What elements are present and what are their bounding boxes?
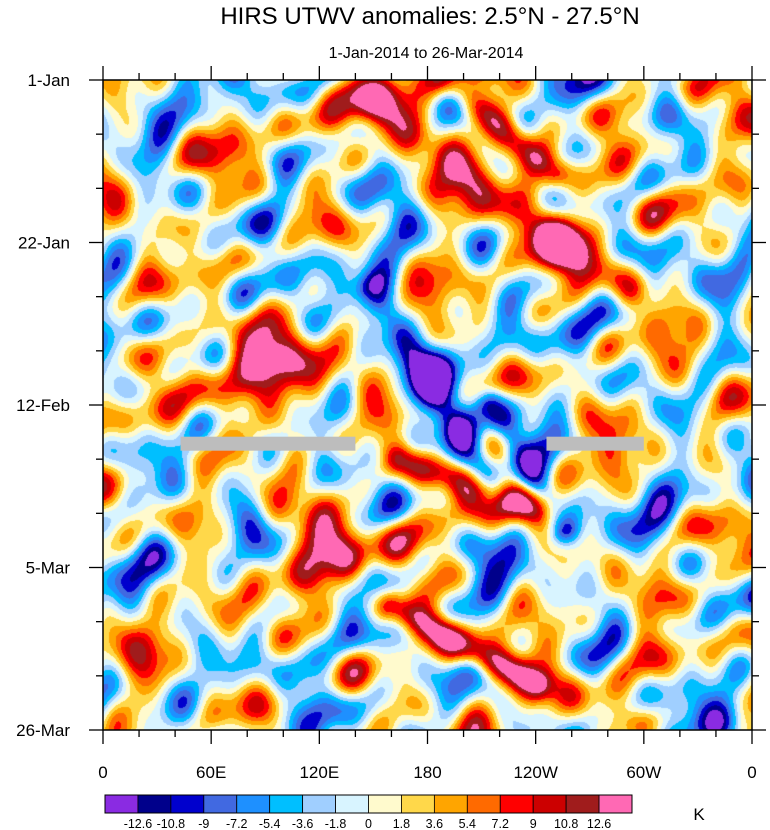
y-tick-label: 5-Mar [26, 559, 71, 578]
y-tick-label: 12-Feb [16, 396, 70, 415]
colorbar-level-label: -10.8 [157, 817, 186, 830]
x-tick-label: 0 [98, 763, 107, 782]
y-tick-label: 22-Jan [18, 234, 70, 253]
colorbar-swatch [368, 794, 402, 814]
y-tick-label: 1-Jan [27, 71, 70, 90]
colorbar-level-label: 0 [365, 817, 372, 830]
colorbar-swatch [170, 794, 205, 814]
colorbar-swatch [433, 794, 468, 814]
colorbar-level-label: 7.2 [492, 817, 509, 830]
y-axis: 1-Jan 22-Jan 12-Feb 5-Mar 26-Mar [16, 71, 766, 740]
colorbar-swatch [532, 794, 567, 814]
x-tick-label: 120E [299, 763, 339, 782]
colorbar-swatch [137, 794, 172, 814]
colorbar-swatch [335, 794, 369, 814]
colorbar-swatch [598, 794, 633, 814]
colorbar-level-label: -3.6 [292, 817, 314, 830]
colorbar-level-label: -7.2 [226, 817, 248, 830]
colorbar-swatch [466, 794, 501, 814]
colorbar-level-label: -9 [198, 817, 209, 830]
colorbar-level-label: -12.6 [124, 817, 153, 830]
colorbar-level-label: 12.6 [587, 817, 611, 830]
x-tick-label: 180 [413, 763, 441, 782]
colorbar-swatch [203, 794, 238, 814]
x-tick-label: 60W [626, 763, 661, 782]
chart-subtitle: 1-Jan-2014 to 26-Mar-2014 [329, 45, 524, 62]
colorbar-level-label: 9 [530, 817, 537, 830]
x-axis: 0 60E 120E 180 120W 60W 0 [98, 66, 757, 782]
colorbar-level-label: -5.4 [259, 817, 281, 830]
x-tick-label: 0 [747, 763, 756, 782]
colorbar-level-label: 5.4 [459, 817, 476, 830]
colorbar-swatch [499, 794, 534, 814]
colorbar-swatch [104, 794, 139, 814]
colorbar-level-label: 1.8 [393, 817, 410, 830]
colorbar-level-label: -1.8 [325, 817, 347, 830]
colorbar-level-label: 3.6 [426, 817, 443, 830]
colorbar-swatch [269, 794, 304, 814]
y-tick-label: 26-Mar [16, 721, 70, 740]
colorbar-swatch [302, 794, 336, 814]
colorbar-swatch [401, 794, 435, 814]
x-tick-label: 60E [196, 763, 226, 782]
colorbar-swatch [236, 794, 271, 814]
missing-data-layer [180, 436, 644, 451]
x-tick-label: 120W [513, 763, 557, 782]
colorbar-unit: K [693, 805, 705, 824]
colorbar: -12.6 -10.8 -9 -7.2 -5.4 -3.6 -1.8 0 1.8 3.6 5.4 7.… [104, 794, 633, 830]
missing-data-segment-2 [546, 436, 644, 451]
chart-title: HIRS UTWV anomalies: 2.5°N - 27.5°N [220, 3, 639, 30]
colorbar-level-label: 10.8 [554, 817, 578, 830]
heatmap-field [103, 80, 752, 730]
colorbar-swatch [565, 794, 600, 814]
colorbar-frame [104, 794, 633, 814]
missing-data-segment-1 [180, 436, 356, 451]
plot-area [102, 79, 753, 731]
